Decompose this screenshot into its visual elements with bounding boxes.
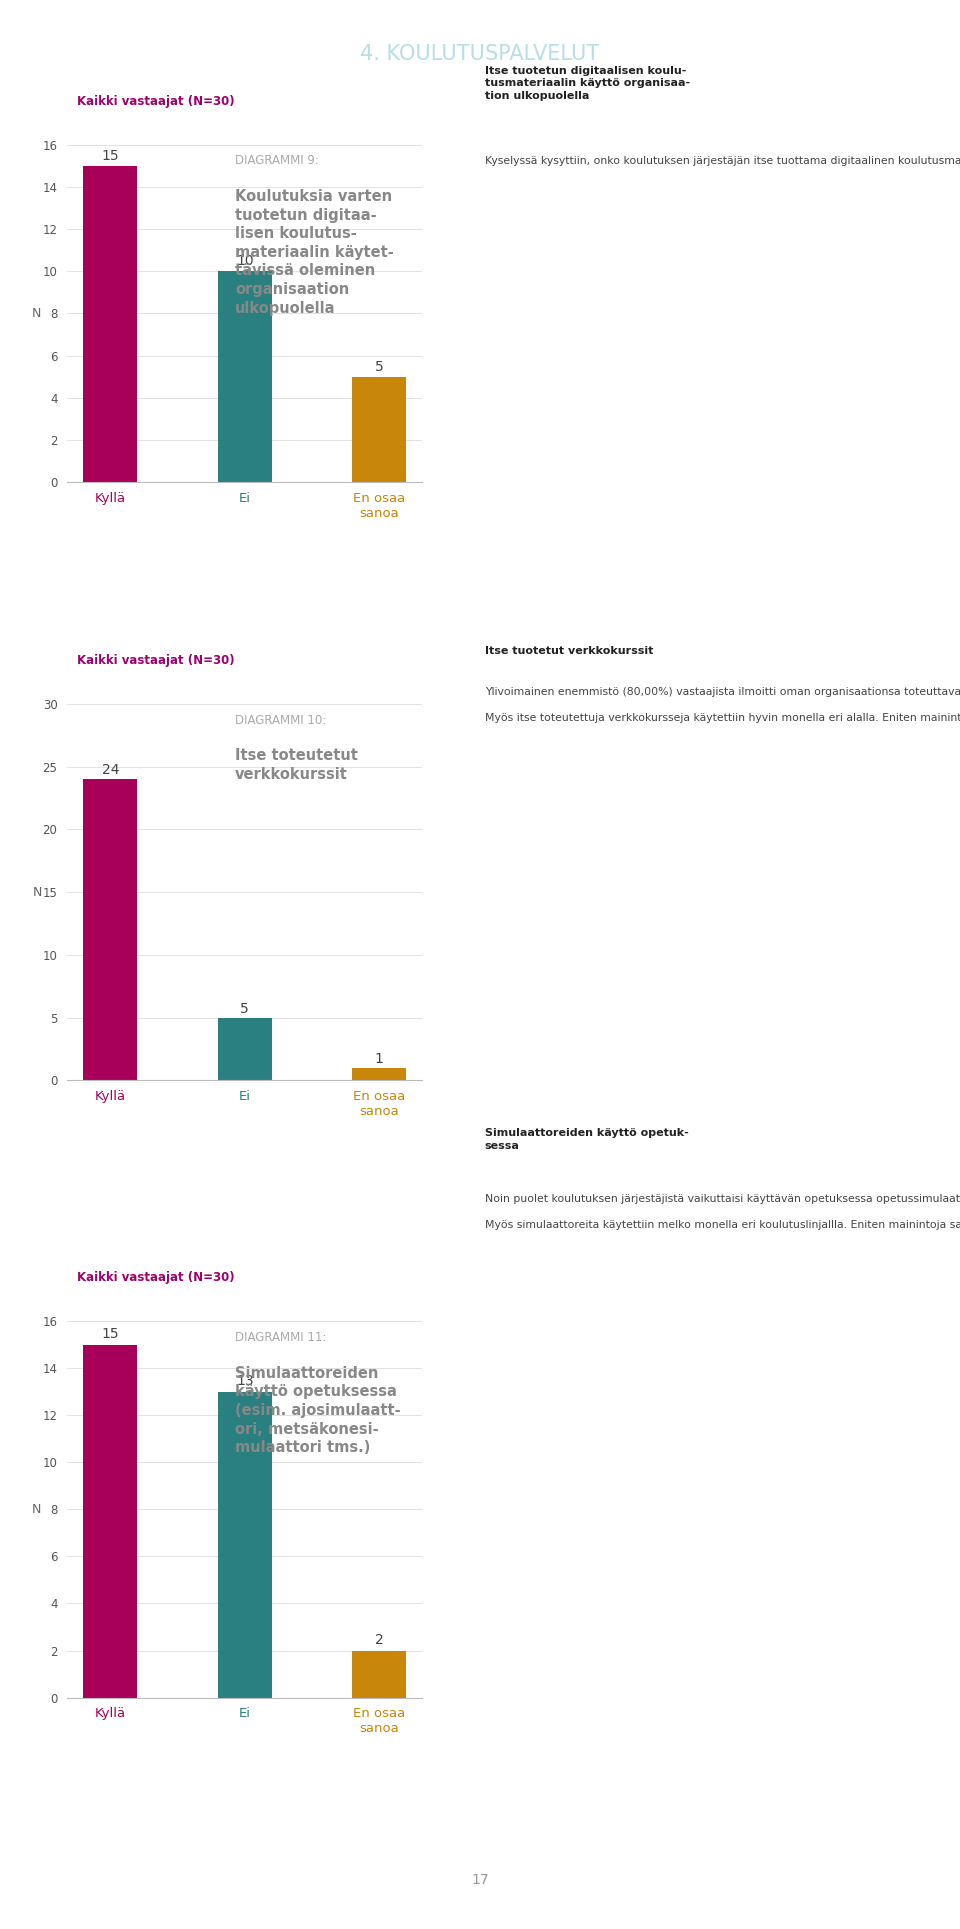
Text: Kaikki vastaajat (N=30): Kaikki vastaajat (N=30): [77, 1271, 234, 1285]
Text: Kaikki vastaajat (N=30): Kaikki vastaajat (N=30): [77, 95, 234, 108]
Text: 24: 24: [102, 764, 119, 777]
Text: Kyselyssä kysyttiin, onko koulutuksen järjestäjän itse tuottama digitaalinen kou: Kyselyssä kysyttiin, onko koulutuksen jä…: [485, 156, 960, 166]
Text: DIAGRAMMI 10:: DIAGRAMMI 10:: [235, 714, 326, 727]
Text: DIAGRAMMI 11:: DIAGRAMMI 11:: [235, 1331, 326, 1345]
Text: 4. KOULUTUSPALVELUT: 4. KOULUTUSPALVELUT: [360, 44, 600, 64]
Text: Kaikki vastaajat (N=30): Kaikki vastaajat (N=30): [77, 654, 234, 667]
Y-axis label: N: N: [33, 307, 41, 320]
Bar: [84, 166, 137, 482]
Text: 5: 5: [375, 359, 384, 374]
Text: DIAGRAMMI 9:: DIAGRAMMI 9:: [235, 154, 319, 168]
Text: Itse tuotetut verkkokurssit: Itse tuotetut verkkokurssit: [485, 646, 653, 656]
Text: 15: 15: [102, 149, 119, 162]
Y-axis label: N: N: [33, 1503, 41, 1516]
Text: 13: 13: [236, 1373, 253, 1389]
Text: 1: 1: [375, 1051, 384, 1067]
Text: 15: 15: [102, 1327, 119, 1341]
Bar: [218, 1393, 272, 1698]
Bar: [352, 1069, 406, 1080]
Text: 17: 17: [471, 1873, 489, 1887]
Bar: [84, 1345, 137, 1698]
Bar: [352, 1651, 406, 1698]
Bar: [218, 272, 272, 482]
Y-axis label: N: N: [33, 885, 41, 899]
Bar: [84, 779, 137, 1080]
Bar: [352, 376, 406, 482]
Text: Simulaattoreiden käyttö opetuk-
sessa: Simulaattoreiden käyttö opetuk- sessa: [485, 1128, 688, 1152]
Text: Itse tuotetun digitaalisen koulu-
tusmateriaalin käyttö organisaa-
tion ulkopuol: Itse tuotetun digitaalisen koulu- tusmat…: [485, 66, 690, 100]
Text: Ylivoimainen enemmistö (80,00%) vastaajista ilmoitti oman organisaationsa toteut: Ylivoimainen enemmistö (80,00%) vastaaji…: [485, 687, 960, 723]
Text: Koulutuksia varten
tuotetun digitaa-
lisen koulutus-
materiaalin käytet-
tävissä: Koulutuksia varten tuotetun digitaa- lis…: [235, 189, 394, 316]
Text: 5: 5: [240, 1001, 250, 1017]
Text: Simulaattoreiden
käyttö opetuksessa
(esim. ajosimulaatt-
ori, metsäkonesi-
mulaa: Simulaattoreiden käyttö opetuksessa (esi…: [235, 1366, 401, 1454]
Bar: [218, 1019, 272, 1080]
Text: Itse toteutetut
verkkokurssit: Itse toteutetut verkkokurssit: [235, 748, 358, 781]
Text: 2: 2: [375, 1634, 384, 1647]
Text: 10: 10: [236, 255, 253, 268]
Text: Noin puolet koulutuksen järjestäjistä vaikuttaisi käyttävän opetuksessa opetussi: Noin puolet koulutuksen järjestäjistä va…: [485, 1194, 960, 1231]
